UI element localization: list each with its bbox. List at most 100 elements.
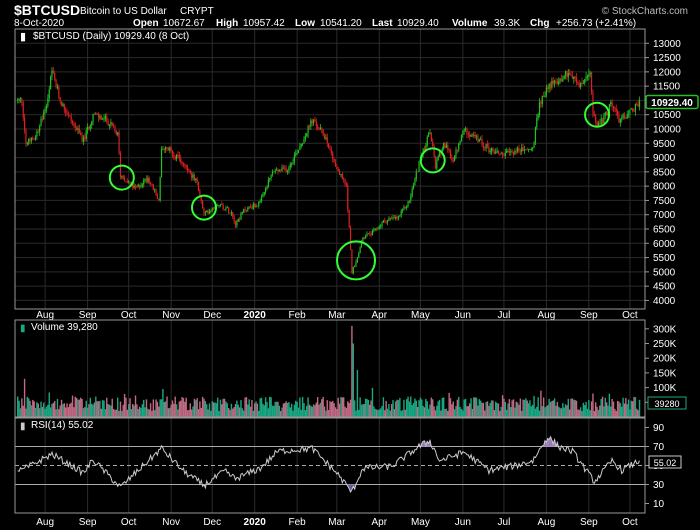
candle-body [610, 102, 612, 105]
volume-bar [638, 399, 641, 417]
volume-bar [96, 401, 98, 417]
x-tick-label: Nov [162, 310, 180, 321]
candle-body [278, 169, 280, 172]
volume-bar [230, 403, 233, 417]
volume-bar [547, 405, 549, 417]
volume-bar [177, 409, 179, 417]
volume-bar [285, 401, 287, 417]
volume-bar [189, 403, 192, 417]
candle-body [485, 144, 487, 149]
candle-body [612, 106, 615, 109]
candle-body [466, 128, 468, 134]
volume-bar [462, 410, 464, 417]
volume-bar [153, 410, 156, 417]
volume-bar [338, 403, 341, 417]
candle-body [567, 73, 569, 78]
candle-body [623, 114, 626, 119]
candle-body [37, 131, 39, 133]
volume-bar [481, 402, 483, 417]
volume-bar [370, 400, 372, 417]
volume-bar [258, 410, 260, 417]
candle-body [165, 147, 167, 150]
volume-bar [229, 409, 231, 417]
volume-bar [490, 400, 493, 417]
volume-bar [378, 409, 381, 417]
candle-body [475, 135, 478, 137]
high-value: 10957.42 [243, 18, 285, 29]
volume-bar [634, 397, 637, 417]
volume-bar [277, 401, 279, 417]
volume-bar [618, 401, 620, 417]
volume-bar [555, 405, 557, 417]
volume-bar [107, 404, 109, 417]
watermark: © StockCharts.com [602, 6, 688, 17]
rsi-last-badge-label: 55.02 [654, 458, 677, 468]
volume-bar [252, 410, 255, 417]
volume-bar [388, 403, 390, 417]
volume-bar [422, 405, 424, 417]
candle-body [358, 253, 360, 258]
volume-bar [433, 406, 435, 417]
quote-date: 8-Oct-2020 [14, 18, 64, 29]
chg-value: +256.73 (+2.41%) [556, 18, 636, 29]
candle-body [62, 103, 64, 106]
candle-body [515, 150, 517, 152]
volume-bar [360, 404, 363, 417]
volume-bar [467, 406, 470, 417]
candle-body [67, 114, 70, 116]
candle-body [449, 149, 452, 158]
volume-bar [573, 399, 575, 417]
volume-bar [222, 398, 224, 417]
candle-body [375, 228, 378, 230]
candle-body [71, 121, 74, 124]
volume-bar [321, 399, 323, 417]
price-tick-label: 10500 [653, 110, 681, 121]
volume-bar [621, 406, 623, 417]
volume-bar [458, 396, 460, 417]
volume-bar [84, 407, 86, 417]
candle-body [122, 176, 124, 179]
candle-body [78, 128, 80, 133]
volume-bar [419, 397, 422, 417]
candle-body [25, 129, 27, 144]
candle-body [415, 171, 417, 179]
candle-body [549, 83, 552, 88]
candle-body [455, 149, 457, 156]
volume-tick-label: 250K [653, 339, 677, 350]
volume-bar [48, 392, 50, 417]
volume-bar [271, 405, 274, 417]
candle-body [232, 212, 234, 217]
candle-body [478, 139, 480, 142]
volume-bar [43, 402, 45, 417]
volume-bar [556, 401, 559, 417]
volume-bar [215, 403, 218, 417]
candle-body [96, 113, 98, 115]
volume-bar [18, 400, 20, 417]
candle-body [28, 139, 30, 144]
volume-bar [122, 404, 124, 417]
volume-bar [410, 396, 412, 417]
candle-body [145, 178, 148, 182]
candle-body [277, 169, 279, 172]
x-tick-label: Jun [455, 517, 471, 528]
volume-bar [374, 408, 376, 417]
candle-body [556, 81, 558, 85]
volume-bar [390, 404, 393, 417]
x-tick-label: Aug [537, 517, 555, 528]
candle-body [207, 210, 209, 214]
volume-bar [521, 410, 523, 417]
price-legend-icon: ▮ [20, 31, 26, 43]
volume-bar [329, 401, 331, 417]
candle-body [570, 74, 572, 76]
candle-body [74, 124, 76, 128]
volume-bar [460, 408, 463, 417]
candle-body [304, 136, 306, 140]
candle-body [578, 83, 580, 88]
volume-bar [512, 399, 515, 417]
x-tick-label: Feb [289, 517, 307, 528]
rsi-tick-label: 70 [653, 442, 665, 453]
volume-bar [351, 325, 353, 417]
volume-bar [385, 400, 387, 417]
volume-bar [214, 402, 216, 417]
